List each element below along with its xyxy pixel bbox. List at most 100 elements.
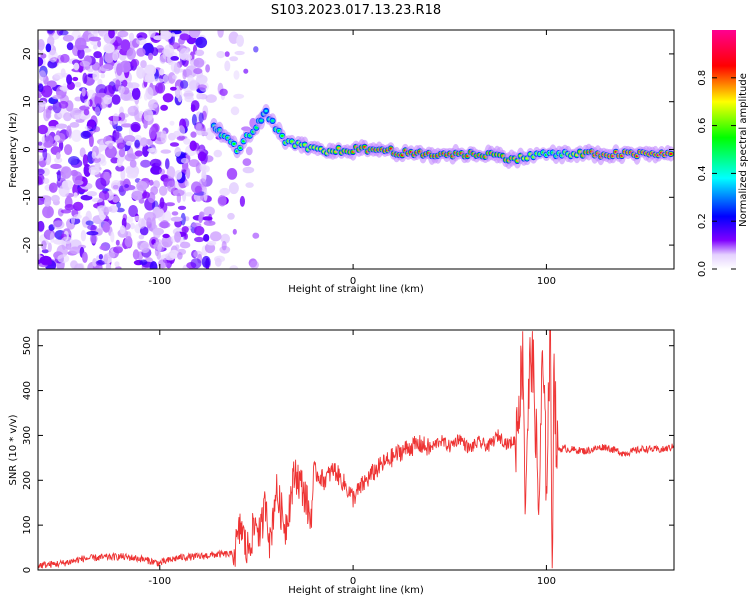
noise-blob <box>242 166 255 174</box>
noise-blob <box>202 216 213 221</box>
noise-blob <box>120 168 126 181</box>
noise-blob <box>77 244 87 249</box>
noise-blob <box>165 158 170 170</box>
noise-blob <box>46 126 58 131</box>
noise-blob <box>95 177 107 190</box>
noise-blob <box>38 220 45 232</box>
noise-blob <box>191 114 197 126</box>
noise-blob <box>66 125 72 138</box>
noise-blob <box>165 202 175 207</box>
noise-blob <box>229 265 239 269</box>
noise-blob <box>85 220 94 226</box>
snr-x-ticks: -100 0 100 <box>148 330 556 587</box>
noise-blob <box>174 231 182 243</box>
noise-blob <box>214 257 222 267</box>
noise-blob <box>194 236 205 243</box>
noise-blob <box>72 76 79 82</box>
noise-blob <box>195 36 208 49</box>
noise-blob <box>136 47 146 57</box>
noise-blob <box>252 232 260 239</box>
noise-blob <box>50 194 60 203</box>
noise-blob <box>87 68 94 73</box>
noise-blob <box>134 150 143 157</box>
noise-blob <box>180 212 186 226</box>
noise-blob <box>116 142 125 150</box>
noise-blob <box>194 225 205 236</box>
noise-blob <box>158 259 168 269</box>
noise-blob <box>160 30 172 40</box>
noise-blob <box>108 143 114 149</box>
y-tick-label: 100 <box>22 516 33 535</box>
noise-blob <box>177 125 186 137</box>
noise-blob <box>98 190 110 201</box>
noise-blob <box>55 152 61 160</box>
signal-core <box>254 126 258 129</box>
noise-blob <box>158 168 166 175</box>
noise-blob <box>146 139 154 146</box>
noise-blob <box>66 74 73 85</box>
snr-frame <box>37 329 675 571</box>
noise-blob <box>148 99 159 110</box>
signal-core <box>669 152 673 155</box>
noise-blob <box>124 235 133 248</box>
noise-blob <box>190 100 200 111</box>
noise-blob <box>131 190 143 201</box>
noise-blob <box>64 204 75 211</box>
noise-blob <box>99 55 104 68</box>
noise-blob <box>115 239 120 246</box>
noise-blob <box>41 259 53 266</box>
noise-blob <box>74 81 82 88</box>
noise-blob <box>89 233 98 244</box>
noise-blob <box>130 121 141 133</box>
noise-blob <box>194 185 203 194</box>
spectrogram-y-label: Frequency (Hz) <box>8 112 19 188</box>
noise-blob <box>100 159 107 167</box>
noise-blob <box>143 121 148 129</box>
noise-blob <box>112 51 119 61</box>
noise-blob <box>148 126 157 140</box>
noise-blob <box>148 52 153 61</box>
noise-blob <box>55 123 68 129</box>
noise-blob <box>88 134 94 147</box>
noise-blob <box>203 220 216 226</box>
noise-blob <box>243 68 249 74</box>
noise-blob <box>105 263 112 269</box>
noise-blob <box>116 201 121 209</box>
noise-blob <box>144 64 157 77</box>
noise-blob <box>221 240 227 251</box>
noise-blob <box>149 158 162 168</box>
figure-title: S103.2023.017.13.23.R18 <box>271 3 441 18</box>
noise-blob <box>103 64 113 69</box>
noise-blob <box>41 249 49 254</box>
noise-blob <box>47 242 52 253</box>
noise-blob <box>58 184 70 197</box>
noise-blob <box>198 214 203 224</box>
noise-blob <box>129 159 137 168</box>
noise-blob <box>40 53 47 59</box>
noise-blob <box>182 69 187 80</box>
signal-core <box>271 119 275 122</box>
noise-blob <box>160 130 168 144</box>
y-tick-label: 20 <box>22 48 33 61</box>
signal-core <box>259 119 263 122</box>
noise-blob <box>69 122 80 128</box>
noise-blob <box>102 222 111 233</box>
noise-blob <box>152 227 164 236</box>
noise-blob <box>181 226 189 234</box>
signal-core <box>264 109 268 112</box>
noise-blob <box>105 140 115 146</box>
noise-blob <box>239 195 245 207</box>
noise-blob <box>233 93 245 99</box>
noise-blob <box>136 37 147 46</box>
noise-blob <box>93 51 102 59</box>
colorbar-tick-label: 0.0 <box>697 261 708 277</box>
noise-blob <box>42 168 50 176</box>
noise-blob <box>143 92 149 101</box>
colorbar-ticks: 0.0 0.2 0.4 0.6 0.8 <box>697 70 736 277</box>
noise-blob <box>112 195 120 203</box>
noise-blob <box>125 141 133 146</box>
spectrogram-x-ticks: -100 0 100 <box>148 30 556 287</box>
noise-blob <box>203 206 215 216</box>
noise-blob <box>198 112 204 124</box>
noise-blob <box>158 185 168 196</box>
